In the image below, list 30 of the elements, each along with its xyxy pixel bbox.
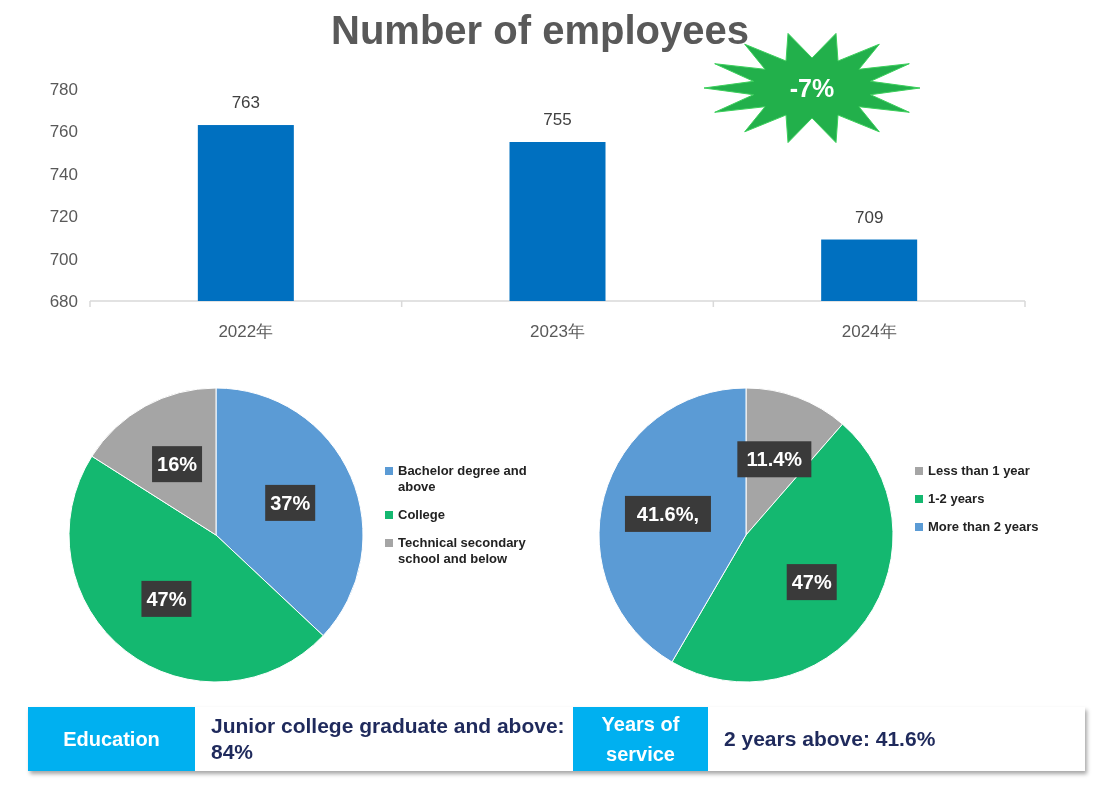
data-label: 755 xyxy=(543,110,572,129)
text: 2 years above: 41.6% xyxy=(724,726,937,752)
legend-label: Bachelor degree and above xyxy=(398,463,528,495)
data-label: 11.4% xyxy=(746,448,803,471)
data-label: 37% xyxy=(270,491,311,514)
text: Junior college graduate and above: 84% xyxy=(211,713,566,765)
x-tick-label: 2023年 xyxy=(530,322,585,341)
x-tick-label: 2024年 xyxy=(841,322,897,341)
data-label: 47% xyxy=(146,587,187,610)
y-tick-label: 720 xyxy=(49,207,78,227)
data-label: 47% xyxy=(791,571,832,594)
chart-title: Number of employees xyxy=(331,8,749,52)
legend-label: 1-2 years xyxy=(928,491,985,507)
data-label: 709 xyxy=(854,207,884,227)
text: Education xyxy=(28,707,195,771)
text: Years of service xyxy=(573,707,708,771)
legend-label: Technical secondary school and below xyxy=(398,535,527,567)
annotation: -7% xyxy=(789,74,835,102)
legend-label: College xyxy=(398,507,445,523)
data-label: 763 xyxy=(231,93,261,113)
y-tick-label: 780 xyxy=(49,80,78,99)
y-tick-label: 680 xyxy=(49,292,78,311)
y-tick-label: 740 xyxy=(49,164,78,184)
data-label: 41.6%, xyxy=(636,502,700,525)
x-tick-label: 2022年 xyxy=(218,322,274,341)
legend-label: More than 2 years xyxy=(928,519,1039,535)
data-label: 16% xyxy=(157,453,198,476)
legend-label: Less than 1 year xyxy=(928,463,1030,479)
y-tick-label: 700 xyxy=(49,249,78,269)
y-tick-label: 760 xyxy=(49,122,78,142)
